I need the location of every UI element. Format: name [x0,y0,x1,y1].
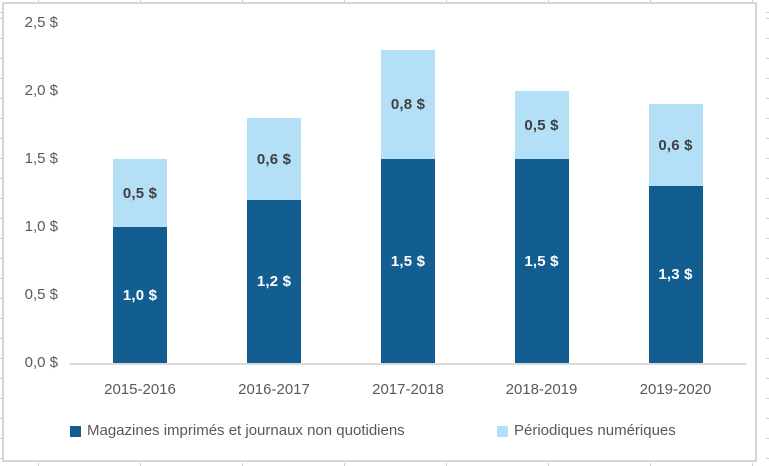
data-label: 1,5 $ [524,252,559,270]
legend-label-print: Magazines imprimés et journaux non quoti… [87,422,405,439]
data-label: 0,5 $ [524,116,559,134]
spreadsheet-gridline-stubs-bottom [0,463,769,466]
x-axis-tick-label: 2019-2020 [639,381,712,398]
spreadsheet-gridline-stubs-top [0,0,769,3]
bar-segment-print: 1,5 $ [381,159,435,363]
legend-item-digital: Périodiques numériques [497,422,676,440]
spreadsheet-gridline-stubs-right [766,0,769,466]
legend-swatch-digital [497,425,508,437]
y-axis-tick-label: 0,5 $ [24,286,58,303]
bar-segment-print: 1,3 $ [648,186,703,363]
legend-swatch-print [70,425,81,437]
bar-segment-print: 1,5 $ [514,159,569,363]
legend-item-print: Magazines imprimés et journaux non quoti… [70,422,405,440]
stacked-bar-2019-2020: 0,6 $ 1,3 $ [648,104,703,363]
x-axis-tick-label: 2016-2017 [238,381,310,398]
data-label: 1,2 $ [256,273,292,290]
y-axis-tick-label: 1,0 $ [24,218,58,235]
y-axis-tick-label: 1,5 $ [24,150,58,167]
bar-segment-digital: 0,6 $ [247,118,301,200]
data-label: 0,5 $ [122,184,158,202]
bar-segment-print: 1,2 $ [247,200,301,363]
bar-segment-print: 1,0 $ [113,227,167,363]
data-label: 0,6 $ [256,150,292,168]
stacked-bar-2015-2016: 0,5 $ 1,0 $ [113,159,167,363]
x-axis-tick-label: 2015-2016 [104,381,176,398]
bar-segment-digital: 0,5 $ [514,91,569,159]
bar-segment-digital: 0,5 $ [113,159,167,227]
legend-label-digital: Périodiques numériques [514,422,676,439]
y-axis-tick-label: 2,5 $ [24,14,58,31]
y-axis-tick-label: 2,0 $ [24,82,58,99]
data-label: 1,3 $ [658,266,693,283]
x-axis-tick-label: 2018-2019 [505,381,578,398]
bar-segment-digital: 0,8 $ [381,50,435,159]
data-label: 0,8 $ [390,96,426,113]
bar-segment-digital: 0,6 $ [648,104,703,186]
x-axis-line [70,363,746,365]
stacked-bar-2017-2018: 0,8 $ 1,5 $ [381,50,435,363]
y-axis-tick-label: 0,0 $ [24,354,58,371]
x-axis-tick-label: 2017-2018 [372,381,444,398]
spreadsheet-gridline-stubs-left [0,0,3,466]
stacked-bar-2018-2019: 0,5 $ 1,5 $ [514,91,569,363]
data-label: 0,6 $ [658,136,693,154]
stacked-bar-2016-2017: 0,6 $ 1,2 $ [247,118,301,363]
data-label: 1,0 $ [122,286,158,304]
data-label: 1,5 $ [390,252,426,270]
